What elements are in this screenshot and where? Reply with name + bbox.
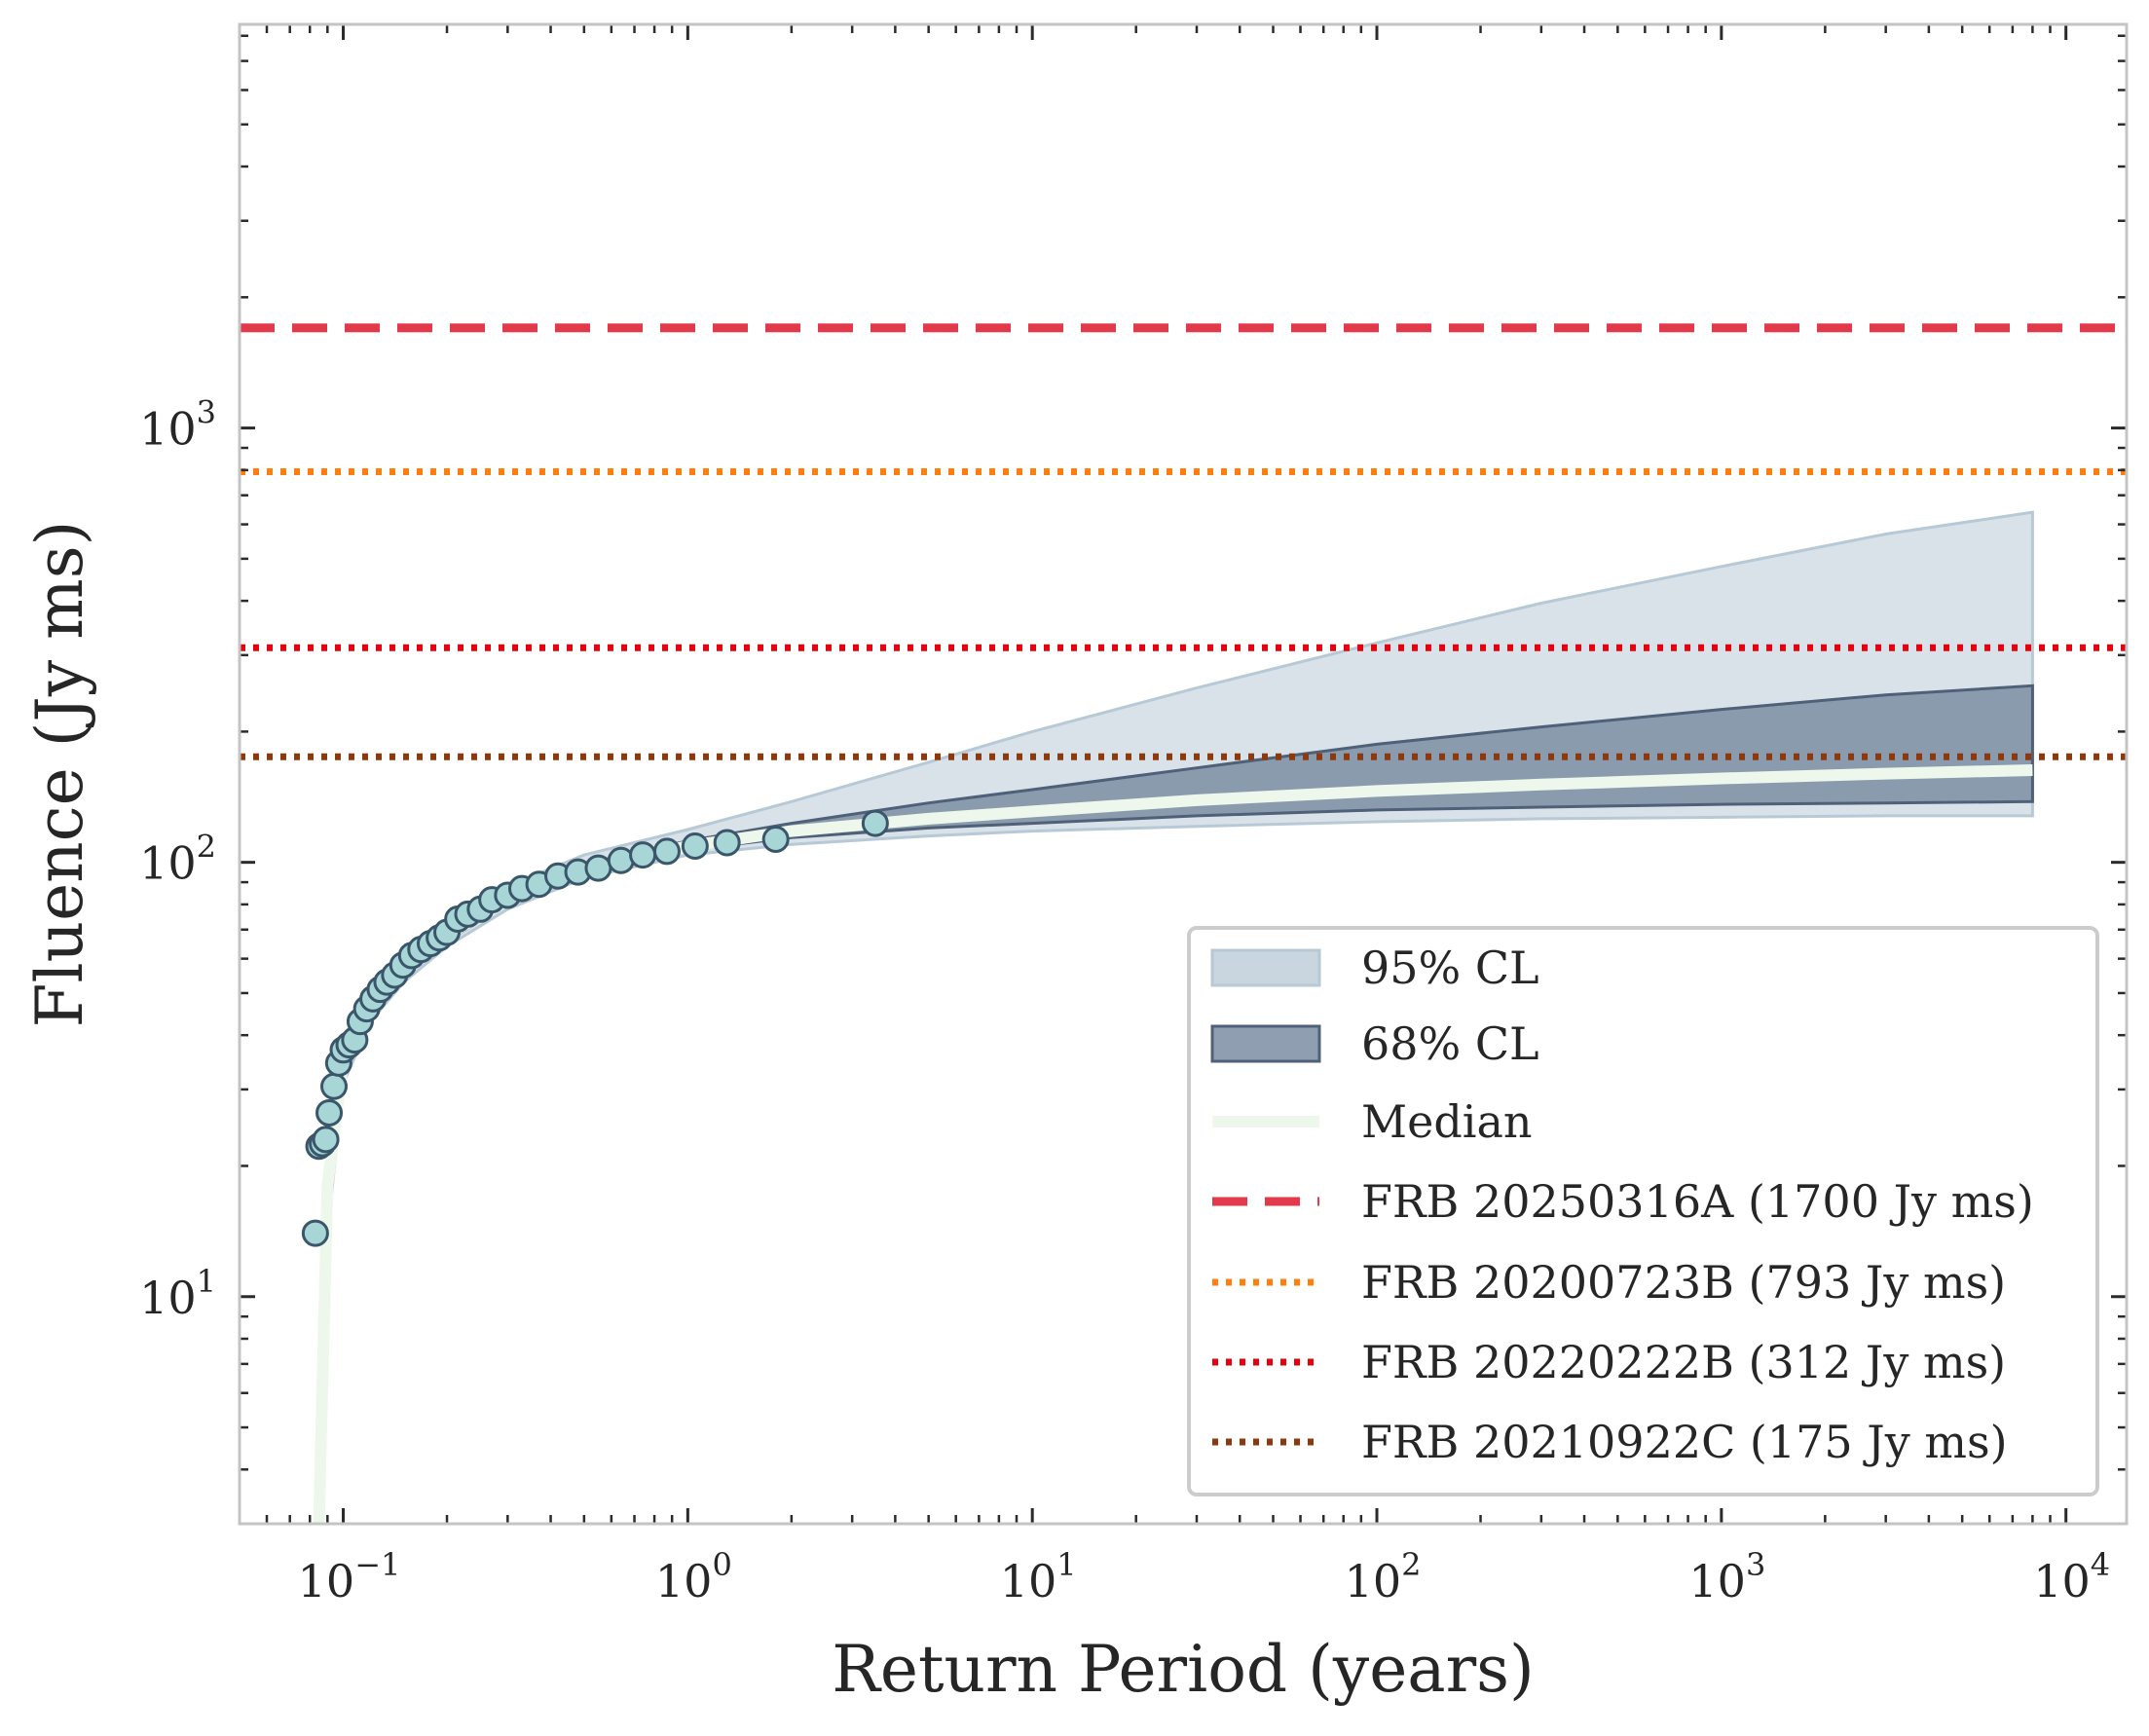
data-point [301,1219,329,1247]
legend-label: FRB 20200723B (793 Jy ms) [1361,1256,2006,1309]
y-tick-label: 103 [139,394,216,456]
data-point [320,1072,349,1100]
legend-label: FRB 20210922C (175 Jy ms) [1361,1416,2008,1468]
y-tick-label: 102 [139,829,216,890]
tick-labels-layer: 10−1 100 101 102 103 104 101 102 103 [139,394,2110,1607]
observed-points-layer [301,809,889,1247]
legend-label: Median [1361,1095,1533,1148]
data-point [584,854,612,882]
x-tick-label: 10−1 [298,1546,401,1607]
data-point [761,825,790,853]
x-tick-label: 101 [1000,1546,1077,1607]
reference-lines-layer [240,323,2127,760]
data-point [315,1098,344,1127]
legend-box [1187,926,2099,1496]
legend-swatch-68 [1210,1024,1321,1063]
x-tick-label: 102 [1345,1546,1422,1607]
legend-label: 95% CL [1361,942,1539,994]
legend-label: 68% CL [1361,1017,1539,1070]
x-tick-label: 103 [1688,1546,1765,1607]
data-point [629,841,657,869]
x-axis-label: Return Period (years) [832,1632,1535,1707]
y-axis-label: Fluence (Jy ms) [22,521,97,1028]
data-point [713,829,741,857]
y-tick-label: 101 [139,1263,216,1324]
legend: 95% CL 68% CL Median FRB 20250316A (1700 Jy… [1187,926,2099,1496]
data-point [861,809,889,837]
data-point [652,837,681,866]
data-point [312,1126,340,1154]
legend-label: FRB 20220222B (312 Jy ms) [1361,1336,2006,1388]
legend-swatch-95 [1210,948,1321,987]
data-point [681,831,709,860]
plot-frame [238,22,2129,1526]
x-tick-label: 104 [2033,1546,2110,1607]
legend-label: FRB 20250316A (1700 Jy ms) [1361,1175,2034,1228]
x-tick-label: 100 [655,1546,732,1607]
